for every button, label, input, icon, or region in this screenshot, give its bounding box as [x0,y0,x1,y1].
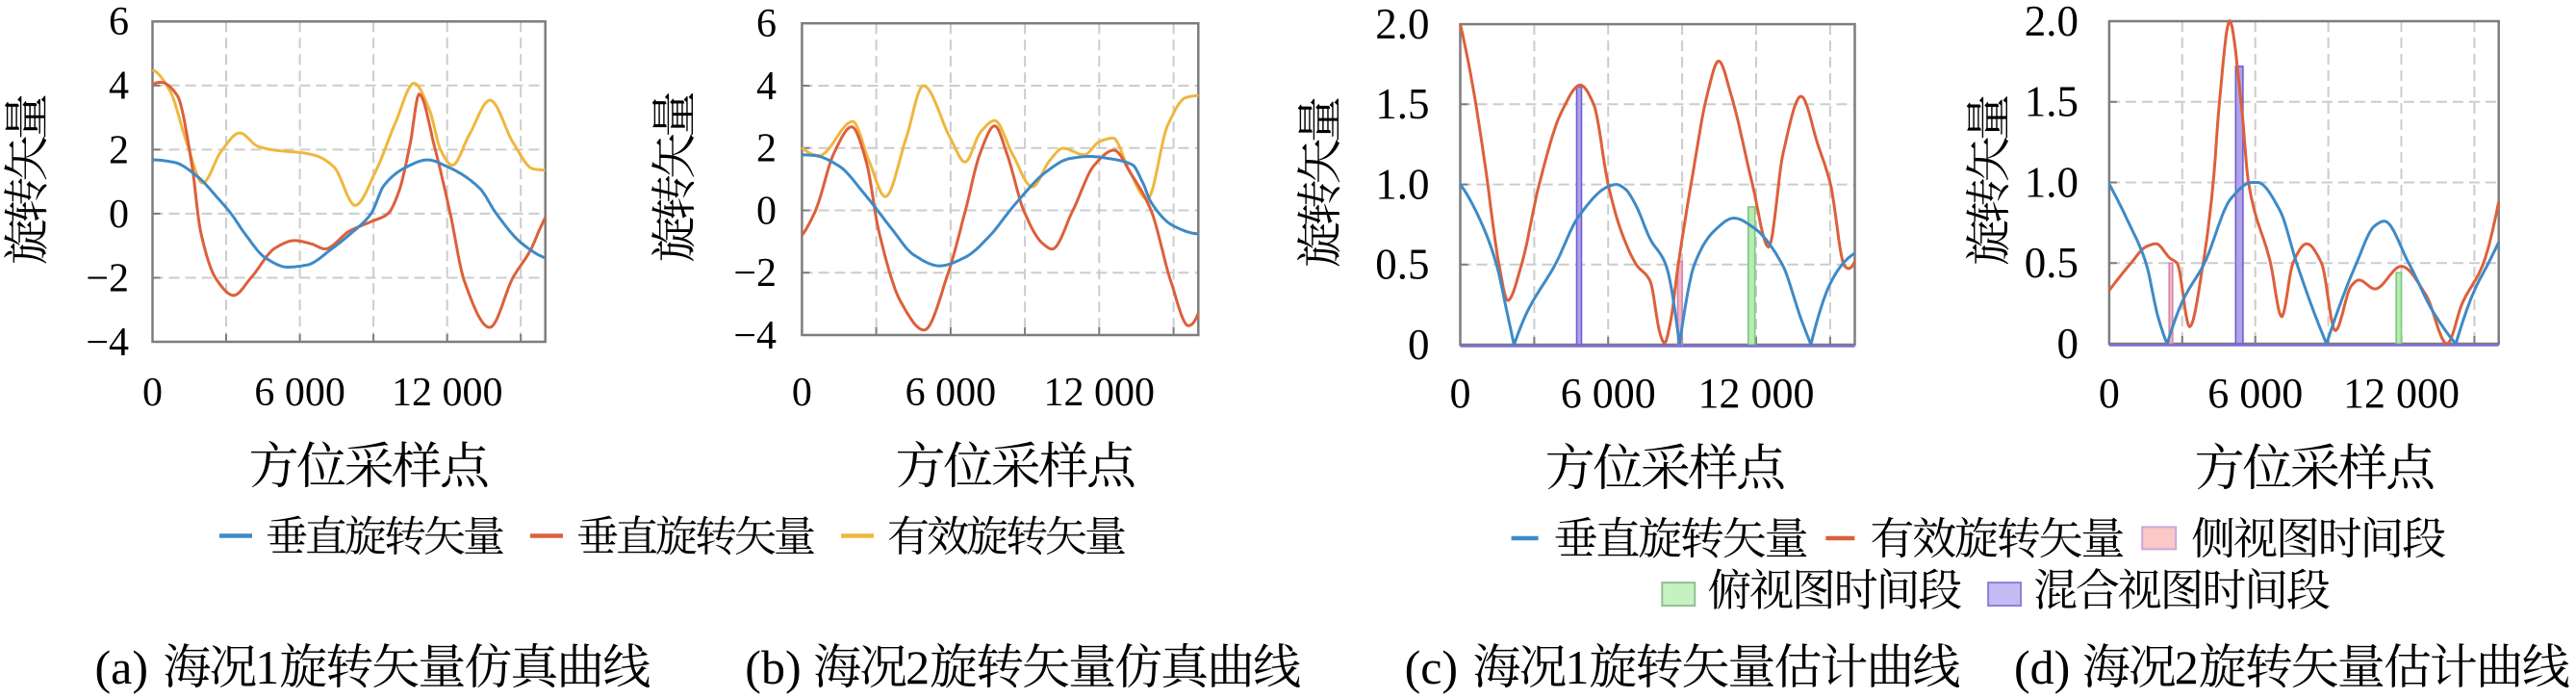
svg-text:0: 0 [756,189,777,233]
svg-text:6 000: 6 000 [1561,370,1656,417]
svg-text:1: 1 [1565,640,1589,694]
svg-text:2.0: 2.0 [1375,0,1429,48]
svg-text:0: 0 [792,371,812,415]
svg-text:0: 0 [1450,370,1471,417]
svg-text:12 000: 12 000 [1044,371,1156,415]
svg-text:0.5: 0.5 [2025,239,2079,287]
svg-text:1.0: 1.0 [1375,160,1429,208]
svg-text:2.0: 2.0 [2025,0,2079,45]
svg-text:2: 2 [756,127,777,171]
svg-text:(a): (a) [95,640,149,694]
svg-text:−4: −4 [733,314,777,358]
svg-text:6 000: 6 000 [2207,370,2303,417]
svg-text:0: 0 [2099,370,2120,417]
svg-text:−2: −2 [733,251,777,296]
svg-text:0: 0 [142,371,163,415]
svg-text:−2: −2 [86,256,129,300]
svg-text:(b): (b) [745,640,801,694]
svg-text:(c): (c) [1405,640,1459,694]
svg-text:0: 0 [2057,320,2079,368]
svg-text:4: 4 [756,65,777,109]
svg-text:1: 1 [255,640,279,694]
svg-text:2: 2 [905,640,930,694]
svg-text:12 000: 12 000 [1698,370,1815,417]
svg-text:6: 6 [109,0,129,44]
svg-text:6: 6 [756,2,777,46]
svg-text:1.5: 1.5 [2025,78,2079,126]
svg-text:12 000: 12 000 [2343,370,2460,417]
svg-text:6 000: 6 000 [905,371,997,415]
svg-text:1.5: 1.5 [1375,80,1429,128]
svg-text:0: 0 [1408,321,1430,369]
svg-text:−4: −4 [86,321,129,365]
svg-text:2: 2 [109,128,129,172]
svg-text:0: 0 [109,193,129,237]
svg-text:6 000: 6 000 [254,371,345,415]
svg-text:(d): (d) [2014,640,2070,694]
svg-text:12 000: 12 000 [392,371,503,415]
svg-text:2: 2 [2175,640,2199,694]
svg-text:1.0: 1.0 [2025,158,2079,206]
svg-text:0.5: 0.5 [1375,241,1429,289]
svg-text:4: 4 [109,65,129,109]
